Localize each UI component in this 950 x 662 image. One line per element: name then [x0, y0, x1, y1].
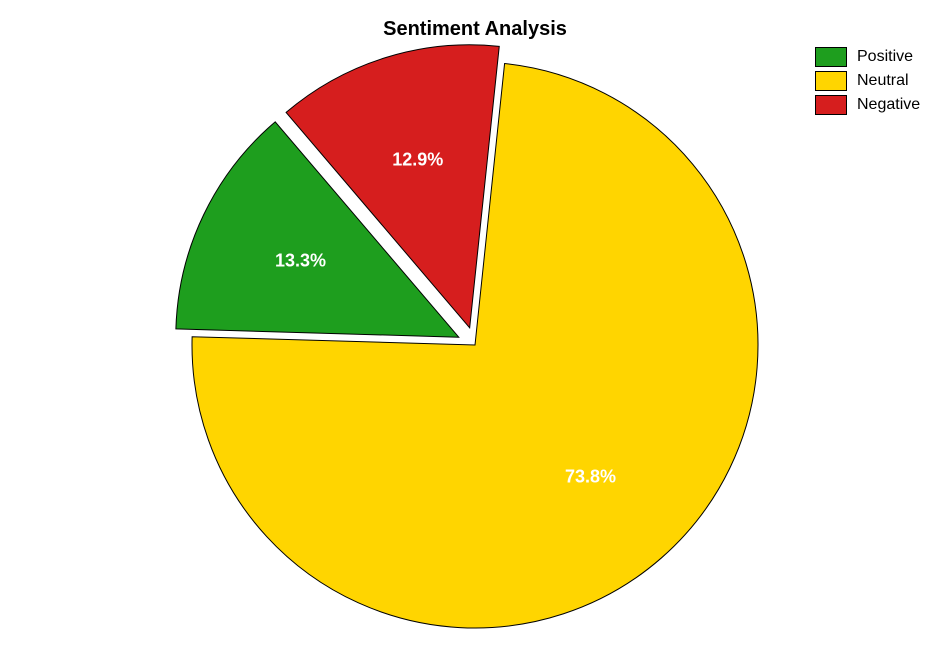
slice-label-positive: 13.3% [275, 251, 326, 272]
legend-swatch [815, 47, 847, 67]
legend-item-neutral: Neutral [815, 71, 920, 91]
legend-label: Positive [857, 48, 913, 66]
legend: Positive Neutral Negative [815, 47, 920, 119]
slice-label-negative: 12.9% [392, 150, 443, 171]
pie-chart-container: Sentiment Analysis PositiveNeutralNegati… [0, 0, 950, 662]
pie-chart-svg [0, 0, 950, 662]
legend-swatch [815, 71, 847, 91]
slice-label-neutral: 73.8% [565, 467, 616, 488]
legend-swatch [815, 95, 847, 115]
legend-item-positive: Positive [815, 47, 920, 67]
legend-item-negative: Negative [815, 95, 920, 115]
legend-label: Negative [857, 96, 920, 114]
legend-label: Neutral [857, 72, 909, 90]
